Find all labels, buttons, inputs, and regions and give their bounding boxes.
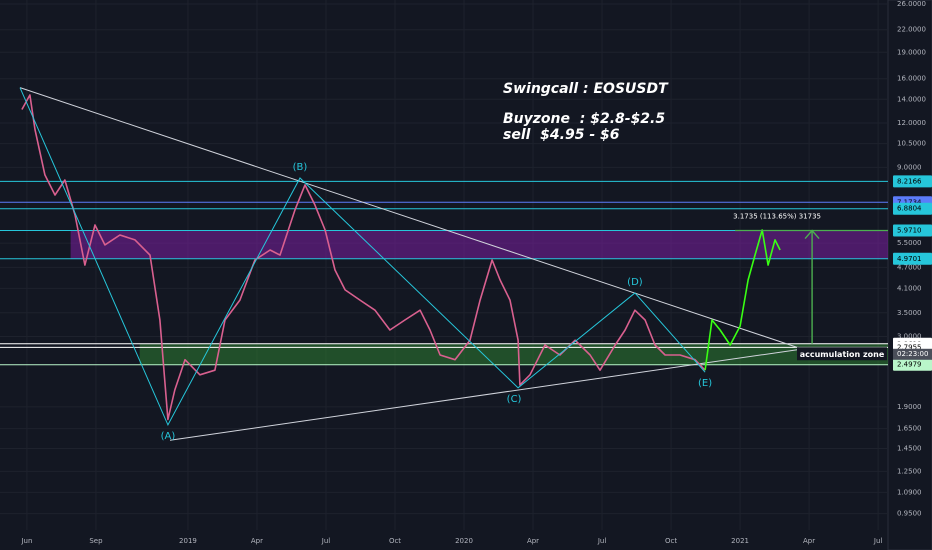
- x-tick-label: 2021: [731, 537, 749, 545]
- y-tick-label: 4.7000: [897, 263, 922, 271]
- annotation: sell $4.95 - $6: [503, 127, 620, 143]
- trendline: [19, 87, 801, 349]
- x-tick-label: Apr: [251, 537, 263, 545]
- y-tick-label: 16.0000: [897, 75, 926, 83]
- y-tick-label: 22.0000: [897, 26, 926, 34]
- wave-label: (C): [507, 394, 522, 405]
- y-tick-label: 5.5000: [897, 239, 922, 247]
- annotation: Buyzone : $2.8-$2.5: [503, 111, 665, 127]
- level-label: 2.4979: [897, 361, 922, 369]
- wave-line: [19, 87, 706, 427]
- measure-label: 3.1735 (113.65%) 31735: [733, 213, 821, 221]
- price-axis: [887, 0, 932, 550]
- y-tick-label: 1.9000: [897, 403, 922, 411]
- y-tick-label: 3.5000: [897, 309, 922, 317]
- zone-label-box: [797, 347, 887, 361]
- y-tick-label: 1.0900: [897, 488, 922, 496]
- y-tick-label: 1.2500: [897, 467, 922, 475]
- y-tick-label: 19.0000: [897, 48, 926, 56]
- level-label-box: [893, 202, 932, 215]
- x-tick-label: Jun: [20, 537, 32, 545]
- x-tick-label: Oct: [665, 537, 677, 545]
- level-label: 7.1734: [897, 198, 922, 206]
- level-label: 8.2166: [897, 177, 922, 185]
- countdown-box: [893, 348, 932, 360]
- x-tick-label: Jul: [873, 537, 883, 545]
- x-tick-label: Apr: [527, 537, 539, 545]
- level-label-box: [893, 358, 932, 371]
- zone: [139, 343, 888, 365]
- x-tick-label: 2020: [455, 537, 473, 545]
- countdown: 02:23:00: [897, 350, 928, 358]
- wave-label: (D): [627, 277, 643, 288]
- level-label-box: [893, 224, 932, 237]
- zone-label: accumulation zone: [800, 350, 885, 359]
- x-tick-label: 2019: [179, 537, 197, 545]
- y-tick-label: 1.4500: [897, 444, 922, 452]
- y-tick-label: 14.0000: [897, 95, 926, 103]
- y-tick-label: 0.9500: [897, 510, 922, 518]
- price-line: [704, 229, 781, 371]
- x-tick-label: Sep: [89, 537, 103, 545]
- x-tick-label: Jul: [597, 537, 607, 545]
- y-tick-label: 1.6500: [897, 425, 922, 433]
- zone: [70, 230, 888, 259]
- annotation: Swingcall : EOSUSDT: [503, 81, 669, 97]
- x-tick-label: Oct: [389, 537, 401, 545]
- x-tick-label: Jul: [321, 537, 331, 545]
- level-label: 6.8804: [897, 205, 922, 213]
- level-label-box: [893, 252, 932, 265]
- y-tick-label: 12.0000: [897, 119, 926, 127]
- level-label: 2.7955: [897, 343, 922, 351]
- y-tick-label: 4.1000: [897, 284, 922, 292]
- wave-label: (B): [293, 162, 308, 173]
- level-label: 4.9701: [897, 255, 922, 263]
- y-tick-label: 3.0000: [897, 333, 922, 341]
- x-tick-label: Apr: [803, 537, 815, 545]
- level-label-box: [893, 175, 932, 188]
- level-label: 5.9710: [897, 227, 922, 235]
- wave-label: (A): [161, 431, 176, 442]
- trendline: [169, 348, 800, 441]
- y-tick-label: 10.5000: [897, 140, 926, 148]
- price-line: [21, 94, 706, 421]
- y-tick-label: 9.0000: [897, 163, 922, 171]
- y-tick-label: 26.0000: [897, 0, 926, 8]
- wave-label: (E): [698, 378, 712, 389]
